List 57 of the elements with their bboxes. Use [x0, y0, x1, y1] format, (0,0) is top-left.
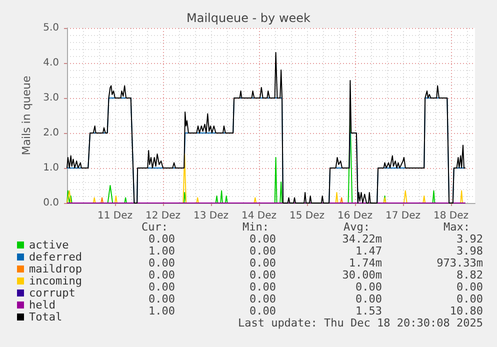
text: Max: — [444, 220, 470, 234]
y-tick-label: 0.0 — [43, 198, 59, 208]
text: 0.00 — [250, 244, 276, 258]
legend-label: active — [29, 238, 69, 252]
text: 0.00 — [250, 280, 276, 294]
legend-label: Total — [29, 310, 62, 324]
text: 0.00 — [456, 292, 483, 306]
text: 0.00 — [250, 232, 276, 246]
text: 1.00 — [148, 304, 175, 318]
y-axis-title: Mails in queue — [20, 75, 33, 156]
y-tick-label: 1.0 — [43, 162, 59, 174]
text: 3.98 — [456, 244, 483, 258]
y-tick-label: 4.0 — [43, 58, 59, 68]
text: 0.00 — [250, 256, 276, 270]
legend-label: held — [29, 298, 56, 312]
text: 0.00 — [148, 292, 175, 306]
text: 0.00 — [148, 232, 175, 246]
text: 1.53 — [356, 304, 382, 318]
text: 10.80 — [450, 304, 483, 318]
text: 0.00 — [250, 268, 276, 282]
text: 0.00 — [250, 304, 276, 318]
text: 1.00 — [148, 244, 175, 258]
text: 0.00 — [148, 280, 175, 294]
text: 34.22m — [342, 232, 382, 246]
text: 0.00 — [356, 280, 382, 294]
legend-label: corrupt — [29, 286, 76, 300]
legend-label: incoming — [29, 274, 82, 288]
x-tick-label: 12 Dez — [145, 210, 181, 222]
x-tick-label: 11 Dez — [97, 210, 133, 222]
chart-title: Mailqueue - by week — [186, 11, 311, 25]
y-tick-label: 2.0 — [43, 128, 59, 138]
x-tick-label: 14 Dez — [241, 210, 277, 222]
text: 0.00 — [148, 256, 175, 270]
y-tick-label: 5.0 — [43, 22, 59, 34]
text: Cur: — [142, 220, 168, 234]
text: 0.00 — [250, 292, 276, 306]
text: 0.00 — [148, 268, 175, 282]
line-series — [66, 52, 466, 204]
x-tick-label: 16 Dez — [337, 210, 373, 222]
text: Last update: Thu Dec 18 20:30:08 2025 — [238, 316, 483, 330]
text: 1.74m — [348, 256, 382, 270]
text: 30.00m — [342, 268, 382, 282]
text: Min: — [242, 220, 269, 234]
x-tick-label: 18 Dez — [433, 210, 469, 222]
text: Avg: — [344, 220, 370, 234]
x-tick-label: 15 Dez — [289, 210, 325, 222]
text: 973.33m — [436, 256, 484, 270]
text: 0.00 — [456, 280, 483, 294]
y-tick-label: 3.0 — [43, 92, 59, 104]
text: 8.82 — [456, 268, 483, 282]
legend-label: deferred — [29, 250, 82, 264]
legend-label: maildrop — [29, 262, 82, 276]
text: 3.92 — [456, 232, 483, 246]
x-tick-label: 13 Dez — [193, 210, 229, 222]
x-tick-label: 17 Dez — [385, 210, 421, 222]
text: 1.47 — [356, 244, 382, 258]
text: 0.00 — [356, 292, 382, 306]
